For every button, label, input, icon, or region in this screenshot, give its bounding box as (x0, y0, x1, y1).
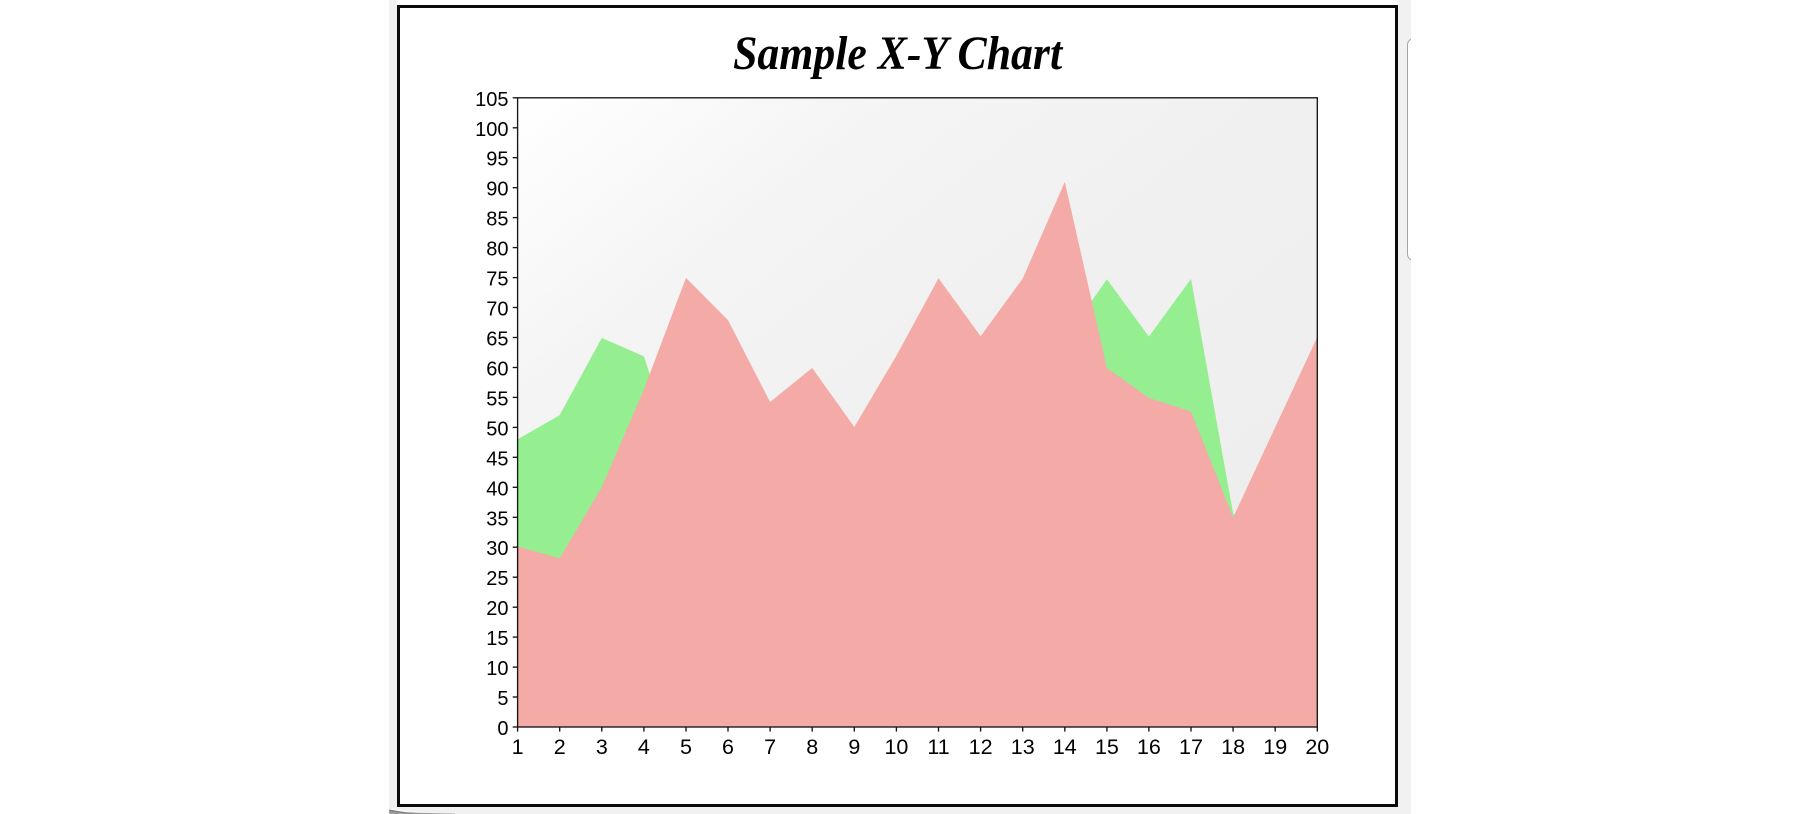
svg-text:90: 90 (486, 179, 508, 201)
svg-text:45: 45 (486, 448, 508, 470)
svg-text:100: 100 (475, 119, 508, 141)
svg-text:35: 35 (486, 508, 508, 530)
svg-text:20: 20 (1305, 735, 1329, 759)
svg-text:15: 15 (1095, 735, 1119, 759)
svg-text:19: 19 (1263, 735, 1287, 759)
svg-text:12: 12 (969, 735, 993, 759)
svg-text:6: 6 (722, 735, 734, 759)
svg-text:30: 30 (486, 538, 508, 560)
svg-text:40: 40 (486, 478, 508, 500)
svg-text:60: 60 (486, 359, 508, 381)
svg-text:70: 70 (486, 299, 508, 321)
svg-text:7: 7 (764, 735, 776, 759)
svg-text:80: 80 (486, 239, 508, 261)
svg-text:2: 2 (554, 735, 566, 759)
svg-text:105: 105 (475, 89, 508, 111)
svg-text:0: 0 (497, 718, 508, 740)
svg-text:10: 10 (884, 735, 908, 759)
svg-text:75: 75 (486, 269, 508, 291)
svg-text:3: 3 (596, 735, 608, 759)
svg-text:4: 4 (638, 735, 650, 759)
svg-text:55: 55 (486, 388, 508, 410)
svg-text:17: 17 (1179, 735, 1203, 759)
svg-text:50: 50 (486, 418, 508, 440)
svg-text:15: 15 (486, 628, 508, 650)
svg-text:14: 14 (1053, 735, 1077, 759)
svg-text:85: 85 (486, 209, 508, 231)
svg-text:Sample X-Y Chart: Sample X-Y Chart (733, 27, 1064, 80)
svg-text:95: 95 (486, 149, 508, 171)
svg-text:13: 13 (1011, 735, 1035, 759)
svg-text:10: 10 (486, 658, 508, 680)
svg-text:65: 65 (486, 329, 508, 351)
svg-text:9: 9 (848, 735, 860, 759)
svg-text:18: 18 (1221, 735, 1245, 759)
svg-text:11: 11 (927, 735, 949, 759)
svg-text:20: 20 (486, 598, 508, 620)
svg-text:1: 1 (512, 735, 524, 759)
svg-text:25: 25 (486, 568, 508, 590)
svg-text:16: 16 (1137, 735, 1161, 759)
svg-text:5: 5 (497, 688, 508, 710)
svg-text:8: 8 (806, 735, 818, 759)
svg-text:5: 5 (680, 735, 692, 759)
